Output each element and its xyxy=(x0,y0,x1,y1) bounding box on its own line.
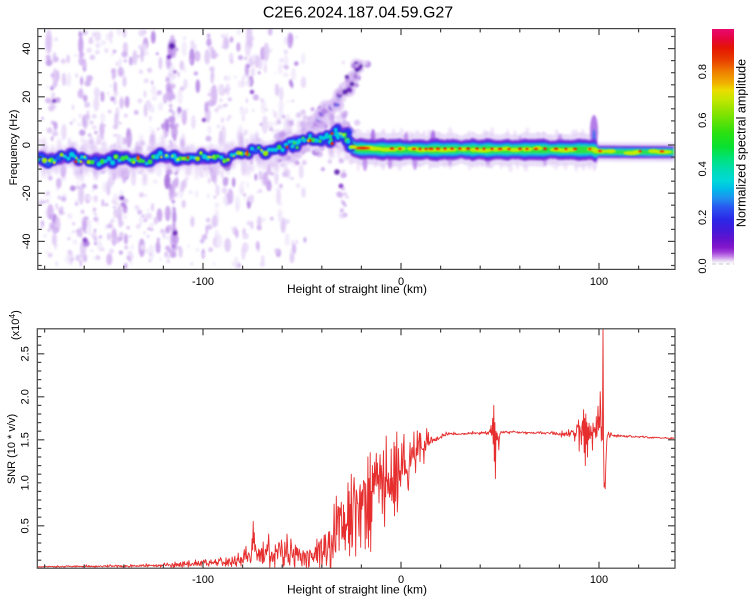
svg-text:(x104): (x104) xyxy=(7,310,22,340)
svg-text:Height of straight line (km): Height of straight line (km) xyxy=(287,583,427,597)
svg-text:100: 100 xyxy=(590,276,608,288)
svg-text:0.6: 0.6 xyxy=(697,113,709,128)
svg-text:0.2: 0.2 xyxy=(697,210,709,225)
svg-text:Frequency (Hz): Frequency (Hz) xyxy=(8,110,20,186)
svg-text:0.4: 0.4 xyxy=(697,161,709,176)
svg-text:0.8: 0.8 xyxy=(697,64,709,79)
svg-text:1.5: 1.5 xyxy=(20,432,32,447)
svg-text:Normalized spectral amplitude: Normalized spectral amplitude xyxy=(735,59,749,227)
svg-text:SNR (10 * v/v): SNR (10 * v/v) xyxy=(6,414,18,484)
svg-text:-20: -20 xyxy=(21,185,33,201)
svg-text:Height of straight line (km): Height of straight line (km) xyxy=(287,282,427,296)
svg-text:0: 0 xyxy=(21,142,33,148)
svg-text:-100: -100 xyxy=(192,574,214,586)
svg-text:-40: -40 xyxy=(21,233,33,249)
svg-text:40: 40 xyxy=(21,42,33,54)
svg-text:0.0: 0.0 xyxy=(697,258,709,273)
svg-text:-100: -100 xyxy=(192,276,214,288)
svg-text:0.5: 0.5 xyxy=(20,518,32,533)
svg-text:100: 100 xyxy=(590,574,608,586)
svg-text:2.5: 2.5 xyxy=(20,346,32,361)
svg-text:0: 0 xyxy=(398,574,404,586)
svg-text:2.0: 2.0 xyxy=(20,389,32,404)
svg-text:C2E6.2024.187.04.59.G27: C2E6.2024.187.04.59.G27 xyxy=(263,5,453,22)
svg-text:0: 0 xyxy=(398,276,404,288)
svg-text:20: 20 xyxy=(21,91,33,103)
svg-text:1.0: 1.0 xyxy=(20,475,32,490)
